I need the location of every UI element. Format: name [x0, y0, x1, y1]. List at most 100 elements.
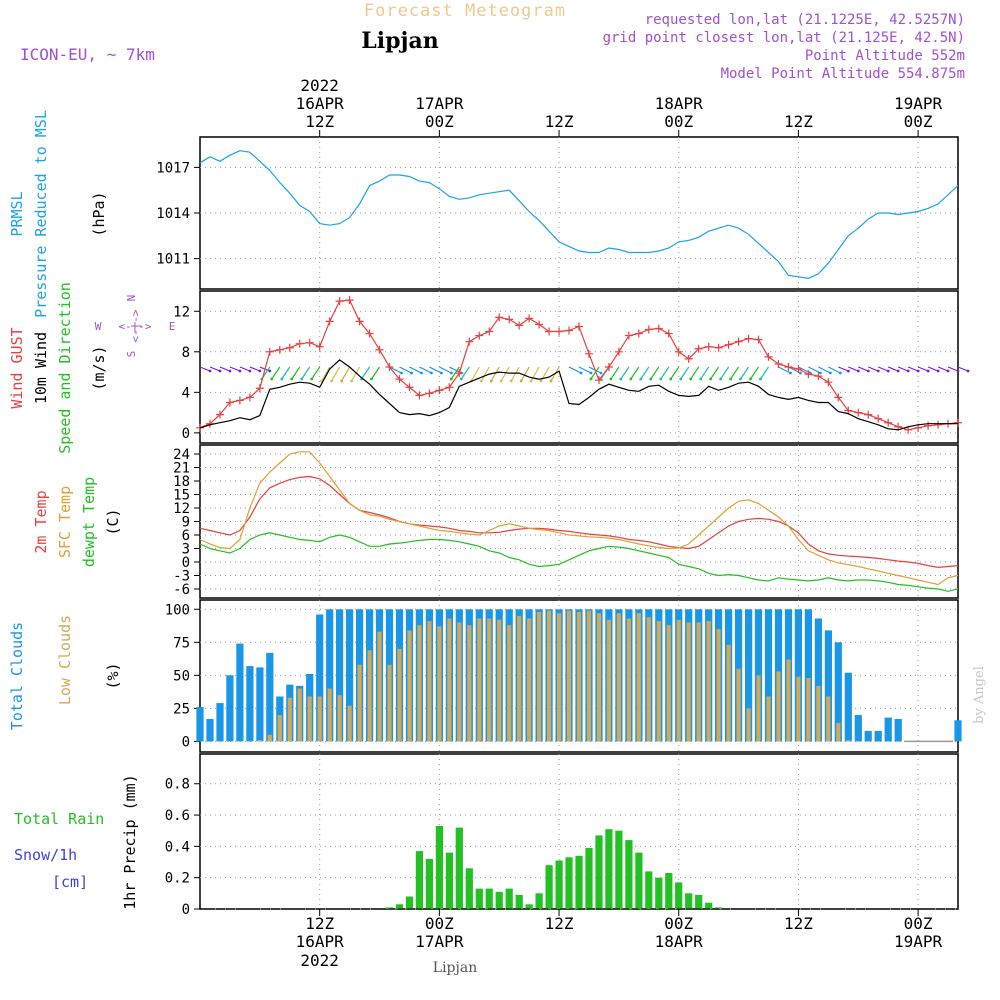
wind-speed-dir-label: Speed and Direction: [56, 282, 74, 454]
wind-arrow-head: [846, 369, 850, 373]
wind-arrow: [640, 366, 650, 380]
bar-total-rain: [425, 858, 433, 909]
total-cloud-label: Total Clouds: [8, 622, 26, 730]
bar-total-clouds: [854, 715, 862, 742]
gust-marker: [784, 363, 793, 371]
series-line-10m-wind: [199, 359, 958, 431]
bar-low-clouds: [497, 619, 502, 742]
wind-arrow: [271, 366, 281, 380]
footer-location: Lipjan: [433, 960, 477, 976]
wind-arrow: [239, 366, 251, 372]
wind-arrow-head: [886, 369, 890, 373]
wind-arrow-head: [906, 369, 910, 373]
time-hour-label: 00Z: [904, 914, 933, 933]
gust-marker: [664, 329, 673, 338]
wind-arrow-head: [739, 377, 742, 381]
bar-low-clouds: [616, 613, 621, 742]
wind-arrow-head: [709, 377, 713, 381]
wind-arrow-head: [866, 369, 870, 373]
series-line-sfc-temp: [199, 451, 959, 586]
time-hour-label: 12Z: [784, 914, 813, 933]
gust-marker: [724, 340, 733, 349]
bar-low-clouds: [736, 668, 741, 742]
bar-total-rain: [395, 904, 404, 909]
y-tick-label: 18: [173, 474, 190, 490]
precip-ylabel: 1hr Precip (mm): [121, 774, 139, 909]
wind-arrow: [510, 366, 520, 382]
wind-arrow: [439, 366, 452, 374]
gust-marker: [295, 339, 304, 348]
bar-total-clouds: [884, 717, 892, 742]
bar-low-clouds: [726, 644, 731, 742]
bar-total-rain: [455, 827, 463, 909]
bar-low-clouds: [676, 619, 681, 742]
gust-marker: [864, 410, 873, 419]
wind-direction-arrows: [199, 366, 970, 383]
bar-low-clouds: [357, 664, 362, 742]
requested-coords: requested lon,lat (21.1225E, 42.5257N): [645, 12, 965, 28]
wind-arrow-head: [420, 371, 423, 375]
wind-arrow-head: [856, 369, 860, 373]
wind-arrow-head: [268, 369, 272, 373]
wind-arrow-head: [330, 379, 334, 383]
y-tick-label: 9: [182, 515, 190, 531]
bar-low-clouds: [636, 613, 641, 742]
bar-total-clouds: [745, 609, 753, 742]
wind-arrow-head: [659, 377, 663, 381]
bar-total-rain: [625, 840, 633, 909]
y-tick-label: 3: [182, 542, 190, 558]
y-tick-label: 21: [173, 461, 190, 477]
bar-low-clouds: [706, 621, 711, 742]
y-tick-label: -6: [173, 582, 190, 598]
y-tick-label: -3: [173, 569, 190, 585]
wind-arrow-head: [759, 377, 762, 381]
time-year-label: 2022: [300, 76, 339, 95]
bar-total-rain: [715, 907, 723, 909]
bar-low-clouds: [716, 629, 721, 742]
wind-arrow-head: [340, 379, 344, 383]
wind-arrow-head: [549, 379, 553, 383]
wind-arrow-head: [479, 379, 483, 383]
bar-low-clouds: [696, 622, 701, 742]
compass-n: N: [125, 295, 138, 302]
bar-low-clouds: [477, 618, 482, 742]
bar-low-clouds: [447, 618, 452, 742]
wind-arrow: [720, 366, 730, 380]
bar-total-clouds: [236, 643, 244, 742]
wind-arrow: [760, 366, 769, 380]
y-tick-label: 0.4: [165, 839, 190, 855]
gust-marker: [305, 338, 314, 347]
time-hour-label: 12Z: [545, 112, 574, 131]
gust-marker: [315, 342, 324, 351]
wind-arrow-head: [916, 369, 920, 373]
wind-arrow: [887, 366, 899, 372]
bar-total-rain: [415, 851, 423, 909]
y-tick-label: 24: [173, 447, 190, 463]
wind-arrow-head: [966, 369, 970, 373]
gridpoint-coords: grid point closest lon,lat (21.125E, 42.…: [603, 30, 965, 46]
bar-total-clouds: [216, 703, 224, 742]
time-date-label: 17APR: [415, 932, 464, 951]
wind-arrow: [828, 366, 841, 374]
wind-arrow: [209, 366, 221, 372]
wind-arrow: [660, 366, 670, 380]
gust-marker: [285, 343, 294, 352]
gust-marker: [744, 334, 753, 343]
wind-arrow: [868, 366, 879, 372]
gust-marker: [245, 393, 254, 402]
time-date-label: 16APR: [296, 94, 345, 113]
bar-low-clouds: [646, 617, 651, 742]
wind-arrow: [361, 366, 371, 380]
pressure-msl-label: Pressure Reduced to MSL: [32, 110, 50, 318]
gust-marker: [834, 393, 843, 402]
y-tick-label: 1017: [156, 160, 190, 176]
bar-low-clouds: [347, 705, 352, 742]
gust-marker: [385, 363, 394, 371]
wind-arrow-head: [936, 369, 940, 373]
compass-rose: N S W E <-|-> <-|->: [95, 295, 176, 358]
point-altitude: Point Altitude 552m: [805, 48, 965, 64]
bar-total-rain: [635, 852, 643, 909]
y-tick-label: 1011: [156, 252, 190, 268]
bar-low-clouds: [537, 611, 542, 742]
